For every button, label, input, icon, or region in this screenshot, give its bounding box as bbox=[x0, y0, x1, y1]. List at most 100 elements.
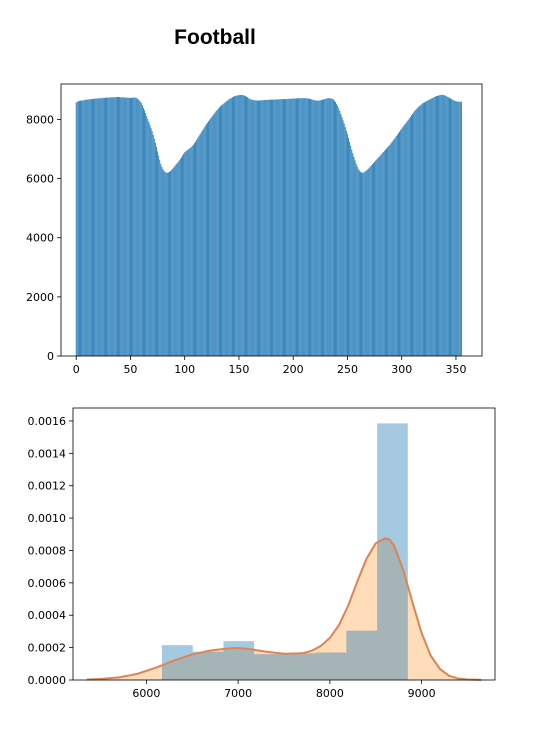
x-tick-label: 100 bbox=[174, 363, 195, 376]
bar bbox=[96, 98, 98, 357]
bar bbox=[140, 102, 142, 356]
bar bbox=[105, 97, 106, 356]
bar bbox=[333, 100, 335, 356]
bar bbox=[439, 95, 441, 357]
bar bbox=[388, 146, 390, 356]
bar bbox=[318, 100, 320, 356]
bar bbox=[174, 165, 176, 356]
bar bbox=[374, 161, 376, 356]
bar bbox=[441, 94, 443, 356]
bar bbox=[299, 98, 301, 356]
bar bbox=[317, 100, 319, 356]
bar bbox=[375, 160, 377, 356]
bar bbox=[139, 101, 141, 356]
bar bbox=[141, 105, 143, 356]
bar bbox=[283, 99, 284, 357]
y-tick-label: 0.0012 bbox=[28, 480, 67, 493]
bar bbox=[76, 101, 78, 356]
bar-series bbox=[75, 94, 462, 357]
bar bbox=[213, 113, 215, 356]
bar bbox=[389, 144, 391, 356]
bar bbox=[273, 99, 275, 357]
bar bbox=[415, 109, 417, 356]
x-tick-label: 150 bbox=[228, 363, 249, 376]
bar bbox=[416, 108, 418, 357]
bar bbox=[458, 101, 460, 356]
bar bbox=[301, 98, 303, 356]
bar bbox=[442, 94, 444, 356]
bar bbox=[390, 143, 392, 356]
bar bbox=[459, 101, 461, 356]
bar bbox=[445, 96, 447, 357]
bar bbox=[446, 96, 448, 356]
bar bbox=[119, 97, 121, 356]
bar bbox=[241, 94, 243, 356]
bar bbox=[323, 99, 325, 357]
bar bbox=[214, 112, 216, 357]
bar bbox=[366, 170, 368, 356]
bar bbox=[360, 171, 361, 356]
bar bbox=[289, 98, 291, 357]
bar bbox=[87, 99, 89, 357]
bar bbox=[275, 99, 277, 357]
bar bbox=[243, 95, 245, 357]
bar bbox=[178, 160, 180, 356]
bar bbox=[192, 144, 194, 356]
bar bbox=[329, 98, 331, 356]
bar bbox=[118, 97, 119, 356]
bar bbox=[159, 159, 161, 356]
bar bbox=[224, 102, 226, 356]
bar bbox=[369, 166, 371, 356]
bar bbox=[138, 100, 140, 357]
bar bbox=[202, 129, 204, 356]
bar bbox=[362, 172, 364, 356]
bar bbox=[158, 155, 160, 356]
bar bbox=[356, 166, 358, 356]
bar bbox=[261, 100, 263, 357]
bar bbox=[149, 124, 151, 356]
bar bbox=[382, 152, 384, 356]
bar bbox=[296, 98, 297, 357]
bar bbox=[238, 95, 240, 357]
y-tick-label: 4000 bbox=[26, 232, 54, 245]
bar bbox=[205, 124, 207, 356]
bar bbox=[85, 99, 87, 357]
bar bbox=[221, 105, 223, 356]
bar bbox=[331, 98, 333, 357]
bar bbox=[88, 99, 90, 357]
bar bbox=[125, 97, 127, 356]
y-tick-label: 0.0008 bbox=[28, 544, 67, 557]
bar bbox=[131, 97, 132, 356]
bar bbox=[443, 95, 445, 357]
bar bbox=[226, 100, 228, 356]
bar bbox=[365, 170, 367, 356]
bar bbox=[230, 97, 232, 356]
histogram-bar bbox=[315, 652, 347, 680]
y-tick-label: 2000 bbox=[26, 291, 54, 304]
bar bbox=[341, 117, 343, 357]
bar bbox=[102, 97, 104, 356]
bar bbox=[285, 99, 287, 357]
y-tick-label: 0.0006 bbox=[28, 577, 67, 590]
bar bbox=[434, 96, 436, 356]
bar bbox=[86, 99, 88, 357]
bar bbox=[307, 98, 309, 357]
bar bbox=[380, 154, 382, 356]
bar bbox=[148, 121, 150, 356]
bar bbox=[136, 98, 138, 356]
bar bbox=[228, 99, 230, 357]
bar bbox=[75, 102, 77, 356]
bar bbox=[286, 99, 288, 357]
bar bbox=[181, 157, 182, 356]
bar bbox=[133, 97, 135, 356]
y-tick-label: 0.0010 bbox=[28, 512, 67, 525]
bar bbox=[220, 106, 221, 356]
bar bbox=[355, 163, 357, 356]
bar bbox=[165, 172, 167, 356]
bar bbox=[156, 146, 157, 356]
bar bbox=[267, 99, 269, 357]
x-tick-label: 8000 bbox=[316, 687, 344, 700]
bar bbox=[376, 159, 378, 356]
bar bbox=[274, 99, 276, 357]
y-axis: 0.0000 0.0002 0.0004 0.0006 0.0008 0.0010 0.00… bbox=[28, 415, 73, 687]
